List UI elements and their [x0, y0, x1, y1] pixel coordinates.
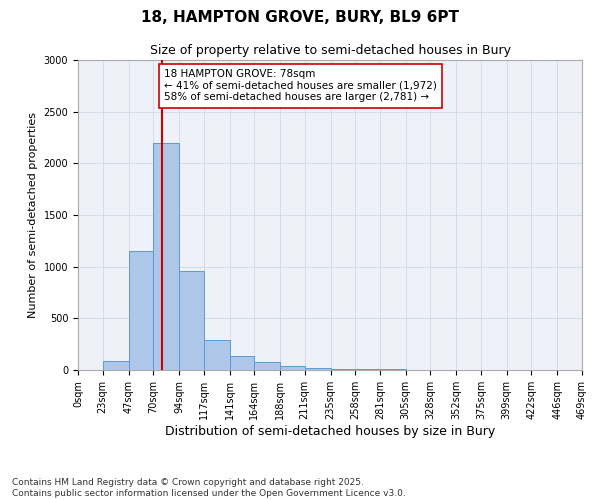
Text: 18 HAMPTON GROVE: 78sqm
← 41% of semi-detached houses are smaller (1,972)
58% of: 18 HAMPTON GROVE: 78sqm ← 41% of semi-de… — [164, 70, 437, 102]
Bar — [305, 368, 331, 370]
Text: 18, HAMPTON GROVE, BURY, BL9 6PT: 18, HAMPTON GROVE, BURY, BL9 6PT — [141, 10, 459, 25]
Bar — [254, 362, 280, 370]
Bar — [179, 271, 204, 370]
Bar — [204, 340, 230, 370]
Title: Size of property relative to semi-detached houses in Bury: Size of property relative to semi-detach… — [149, 44, 511, 58]
Bar — [230, 356, 254, 370]
Bar — [153, 142, 179, 370]
Bar — [103, 360, 128, 370]
Y-axis label: Number of semi-detached properties: Number of semi-detached properties — [28, 112, 38, 318]
Bar — [280, 366, 305, 370]
Bar — [128, 251, 153, 370]
Text: Contains HM Land Registry data © Crown copyright and database right 2025.
Contai: Contains HM Land Registry data © Crown c… — [12, 478, 406, 498]
X-axis label: Distribution of semi-detached houses by size in Bury: Distribution of semi-detached houses by … — [165, 424, 495, 438]
